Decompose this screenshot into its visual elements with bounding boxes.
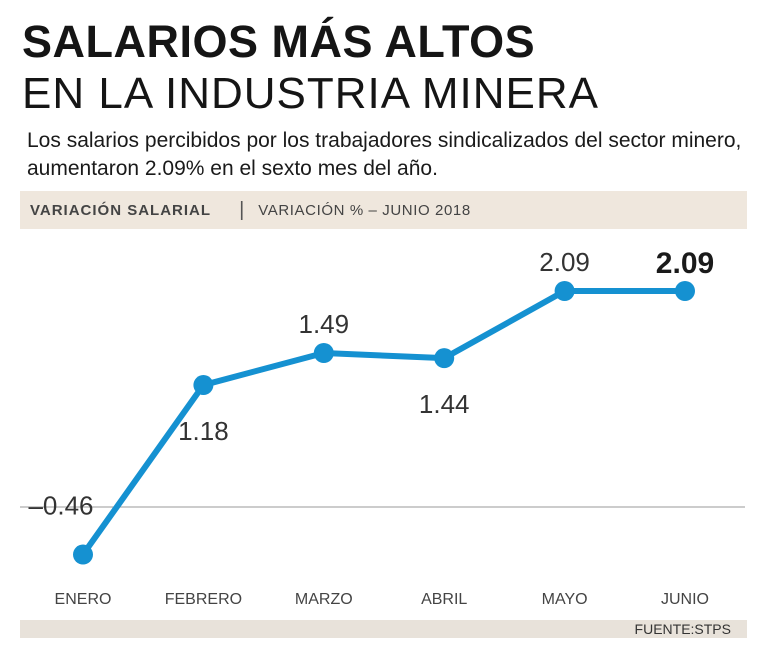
band-separator: | — [239, 198, 245, 221]
footer-band: FUENTE:STPS — [20, 620, 747, 638]
title-line-1: SALARIOS MÁS ALTOS — [22, 16, 536, 67]
data-point — [434, 348, 455, 369]
data-label: 1.18 — [178, 416, 229, 446]
x-tick-label: MARZO — [295, 591, 353, 608]
chart-header-band: VARIACIÓN SALARIAL | VARIACIÓN % – JUNIO… — [20, 191, 747, 229]
data-point — [313, 343, 334, 364]
series-line — [80, 287, 688, 558]
x-tick-label: MAYO — [542, 591, 588, 608]
data-label: 2.09 — [539, 247, 590, 277]
data-point — [675, 280, 695, 301]
data-point — [73, 544, 93, 565]
band-right-label: VARIACIÓN % – JUNIO 2018 — [258, 201, 471, 219]
x-tick-label: ENERO — [55, 591, 112, 608]
data-point — [554, 280, 575, 301]
data-point — [193, 375, 214, 396]
data-label: 1.44 — [419, 389, 470, 419]
band-left-label: VARIACIÓN SALARIAL — [30, 201, 212, 219]
subtitle: Los salarios percibidos por los trabajad… — [27, 129, 742, 180]
data-label: 2.09 — [656, 247, 714, 280]
x-tick-label: JUNIO — [661, 591, 709, 608]
title-line-2: EN LA INDUSTRIA MINERA — [22, 69, 600, 118]
x-tick-label: ABRIL — [421, 591, 467, 608]
data-label: –0.46 — [28, 491, 93, 521]
data-label: 1.49 — [298, 309, 349, 339]
source-label: FUENTE:STPS — [634, 621, 731, 637]
x-tick-label: FEBRERO — [165, 591, 242, 608]
